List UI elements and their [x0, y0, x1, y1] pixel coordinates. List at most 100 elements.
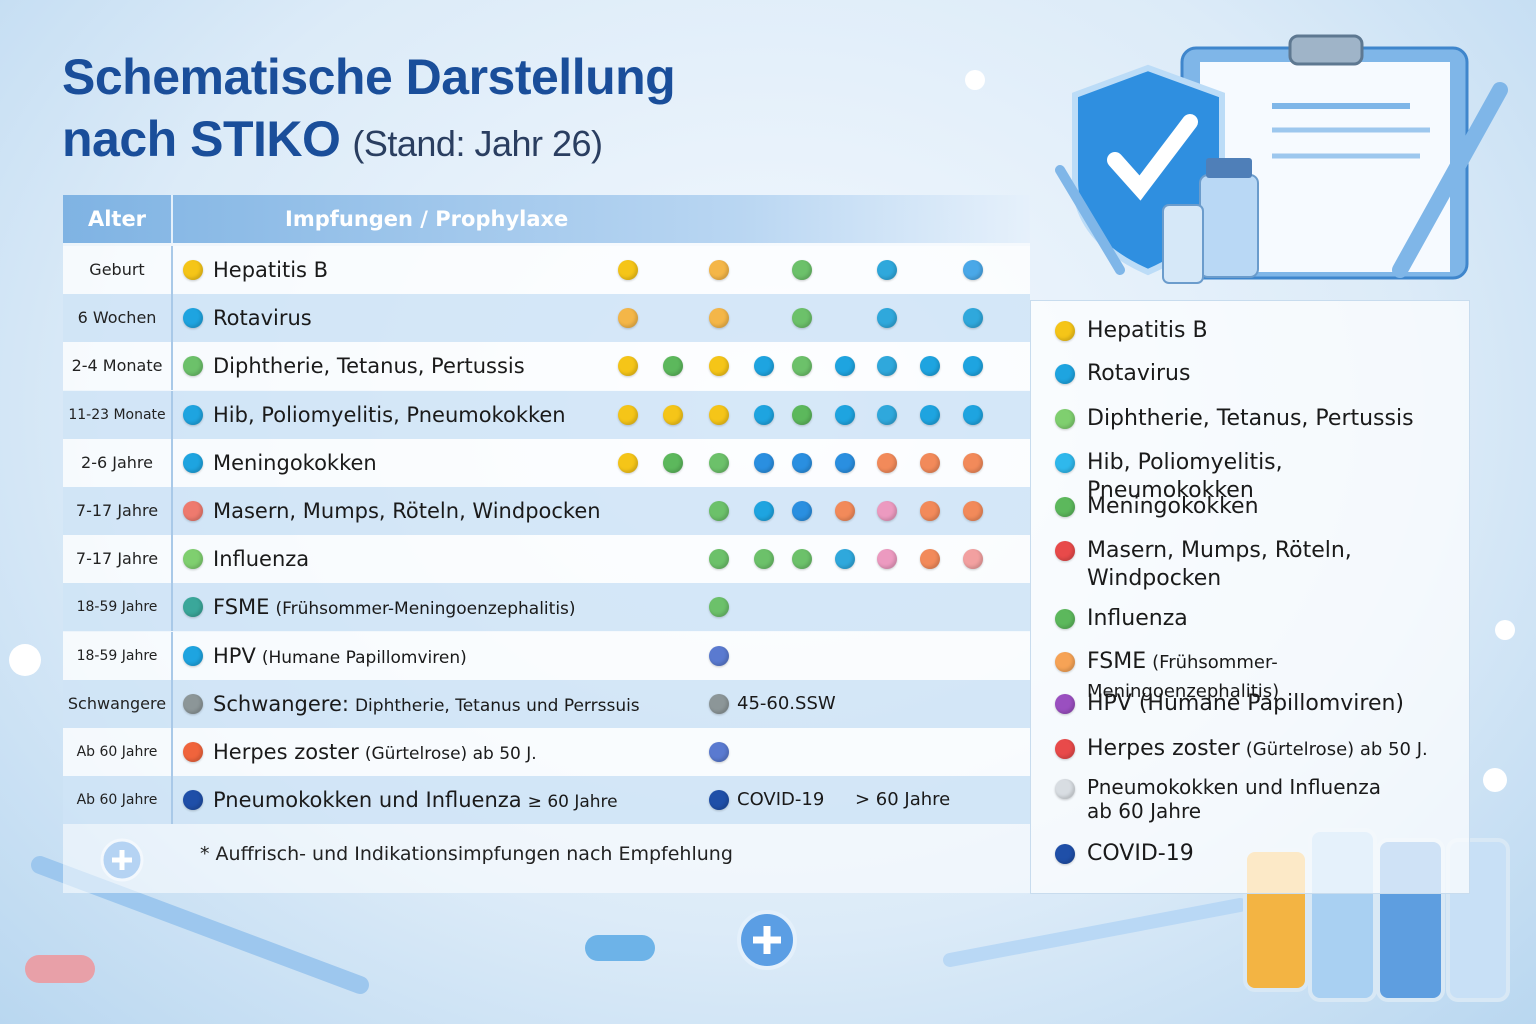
schedule-dot [709, 693, 729, 714]
legend-text: Hib, Poliomyelitis, Pneumokokken [1087, 450, 1283, 503]
vaccine-label: Diphtherie, Tetanus, Pertussis [213, 354, 525, 379]
schedule-dot [963, 260, 983, 280]
schedule-dot [963, 549, 983, 570]
schedule-dot [835, 452, 855, 473]
schedule-dot [877, 404, 897, 425]
vaccine-name: Masern, Mumps, Röteln, Windpocken [213, 487, 601, 535]
schedule-dot [877, 452, 897, 473]
row-bullet [183, 452, 203, 473]
legend-label: Influenza [1087, 605, 1455, 633]
schedule-dot [963, 356, 983, 377]
legend-text: Influenza [1087, 606, 1188, 631]
legend-label: Hib, Poliomyelitis, Pneumokokken [1087, 449, 1455, 505]
age-cell: Geburt [63, 246, 173, 294]
schedule-dot [877, 549, 897, 570]
legend-item: HPV (Humane Papillomviren) [1055, 690, 1455, 718]
column-header: Impfungen / Prophylaxe [285, 207, 569, 231]
schedule-dot [920, 501, 940, 521]
schedule-dot [754, 452, 774, 473]
legend-detail: (Gürtelrose) ab 50 J. [1245, 739, 1428, 760]
legend-swatch [1055, 453, 1075, 473]
legend-swatch [1055, 409, 1075, 429]
legend-label: Diphtherie, Tetanus, Pertussis [1087, 405, 1455, 433]
row-bullet [183, 501, 203, 521]
schedule-dot [754, 549, 774, 570]
table-row: 2-6 Jahre Meningokokken [63, 438, 1030, 487]
legend-label: Rotavirus [1087, 360, 1455, 388]
vaccine-detail: (Frühsommer-Meningoenzephalitis) [275, 599, 576, 620]
table-row: 6 Wochen Rotavirus [63, 294, 1030, 343]
table-row: Geburt Hepatitis B [63, 246, 1030, 294]
legend-text: Meningokokken [1087, 494, 1259, 519]
schedule-dot [835, 549, 855, 570]
legend-text: Herpes zoster [1087, 736, 1240, 761]
schedule-dot [792, 501, 812, 521]
row-note: > 60 Jahre [855, 789, 951, 811]
schedule-dot [920, 549, 940, 570]
age-cell: 18-59 Jahre [63, 583, 173, 632]
legend-text: Diphtherie, Tetanus, Pertussis [1087, 406, 1414, 431]
schedule-dot [663, 356, 683, 377]
vaccine-detail: ≥ 60 Jahre [527, 792, 618, 813]
vaccine-label: Meningokokken [213, 450, 377, 475]
schedule-dot [963, 404, 983, 425]
legend-label: Meningokokken [1087, 493, 1455, 521]
schedule-dot [792, 404, 812, 425]
table-row: 18-59 Jahre FSME (Frühsommer-Meningoenzeph… [63, 583, 1030, 632]
schedule-dot [877, 260, 897, 280]
row-note: COVID-19 [737, 789, 825, 811]
legend-label: HPV (Humane Papillomviren) [1087, 690, 1455, 718]
age-cell: 7-17 Jahre [63, 487, 173, 535]
table-row: Schwangere Schwangere: Diphtherie, Tetanus… [63, 679, 1030, 728]
legend-swatch [1055, 364, 1075, 384]
legend-text: FSME [1087, 649, 1147, 674]
row-bullet [183, 693, 203, 714]
vaccine-name: HPV (Humane Papillomviren) [213, 632, 467, 680]
legend-detail: (Frühsommer-Meningoenzephalitis) [1087, 652, 1280, 702]
legend-label: Masern, Mumps, Röteln, Windpocken [1087, 537, 1377, 593]
schedule-dot [792, 356, 812, 377]
schedule-dot [963, 308, 983, 329]
legend-swatch [1055, 739, 1075, 759]
legend-item: Masern, Mumps, Röteln, Windpocken [1055, 537, 1455, 593]
legend-item: Herpes zoster (Gürtelrose) ab 50 J. [1055, 735, 1455, 764]
schedule-dot [618, 452, 638, 473]
schedule-dot [754, 356, 774, 377]
age-cell: 2-4 Monate [63, 342, 173, 391]
vaccine-name: Hepatitis B [213, 246, 328, 294]
schedule-dot [754, 501, 774, 521]
legend-item: Pneumokokken und Influenza ab 60 Jahre [1055, 775, 1455, 823]
age-cell: 2-6 Jahre [63, 438, 173, 487]
schedule-dot [709, 308, 729, 329]
vaccine-detail: (Gürtelrose) ab 50 J. [364, 744, 537, 764]
schedule-dot [835, 501, 855, 521]
age-cell: 18-59 Jahre [63, 631, 173, 680]
schedule-dot [663, 452, 683, 473]
vaccine-label: Herpes zoster [213, 740, 359, 764]
schedule-dot [920, 356, 940, 377]
legend-text: Pneumokokken und Influenza ab 60 Jahre [1087, 775, 1381, 823]
legend-item: Hib, Poliomyelitis, Pneumokokken [1055, 449, 1455, 505]
age-cell: 6 Wochen [63, 294, 173, 343]
row-bullet [183, 404, 203, 425]
legend-swatch [1055, 779, 1075, 799]
schedule-dot [963, 452, 983, 473]
table-row: 7-17 Jahre Masern, Mumps, Röteln, Windpoc… [63, 487, 1030, 535]
legend-text: Masern, Mumps, Röteln, Windpocken [1087, 538, 1352, 591]
legend-item: Hepatitis B [1055, 317, 1455, 345]
age-cell: 11-23 Monate [63, 390, 173, 439]
schedule-dot [618, 404, 638, 425]
legend-text: Hepatitis B [1087, 318, 1208, 343]
vaccine-name: Schwangere: Diphtherie, Tetanus und Perrs… [213, 680, 640, 728]
legend-label: FSME (Frühsommer-Meningoenzephalitis) [1087, 648, 1455, 706]
legend-swatch [1055, 694, 1075, 714]
table-row: 2-4 Monate Diphtherie, Tetanus, Pertussis [63, 342, 1030, 391]
schedule-dot [618, 308, 638, 329]
vaccine-label: HPV [213, 643, 256, 668]
legend-label: COVID-19 [1087, 840, 1455, 868]
vaccine-name: Rotavirus [213, 294, 312, 342]
vaccine-name: Herpes zoster (Gürtelrose) ab 50 J. [213, 728, 537, 776]
age-cell: Schwangere [63, 679, 173, 728]
